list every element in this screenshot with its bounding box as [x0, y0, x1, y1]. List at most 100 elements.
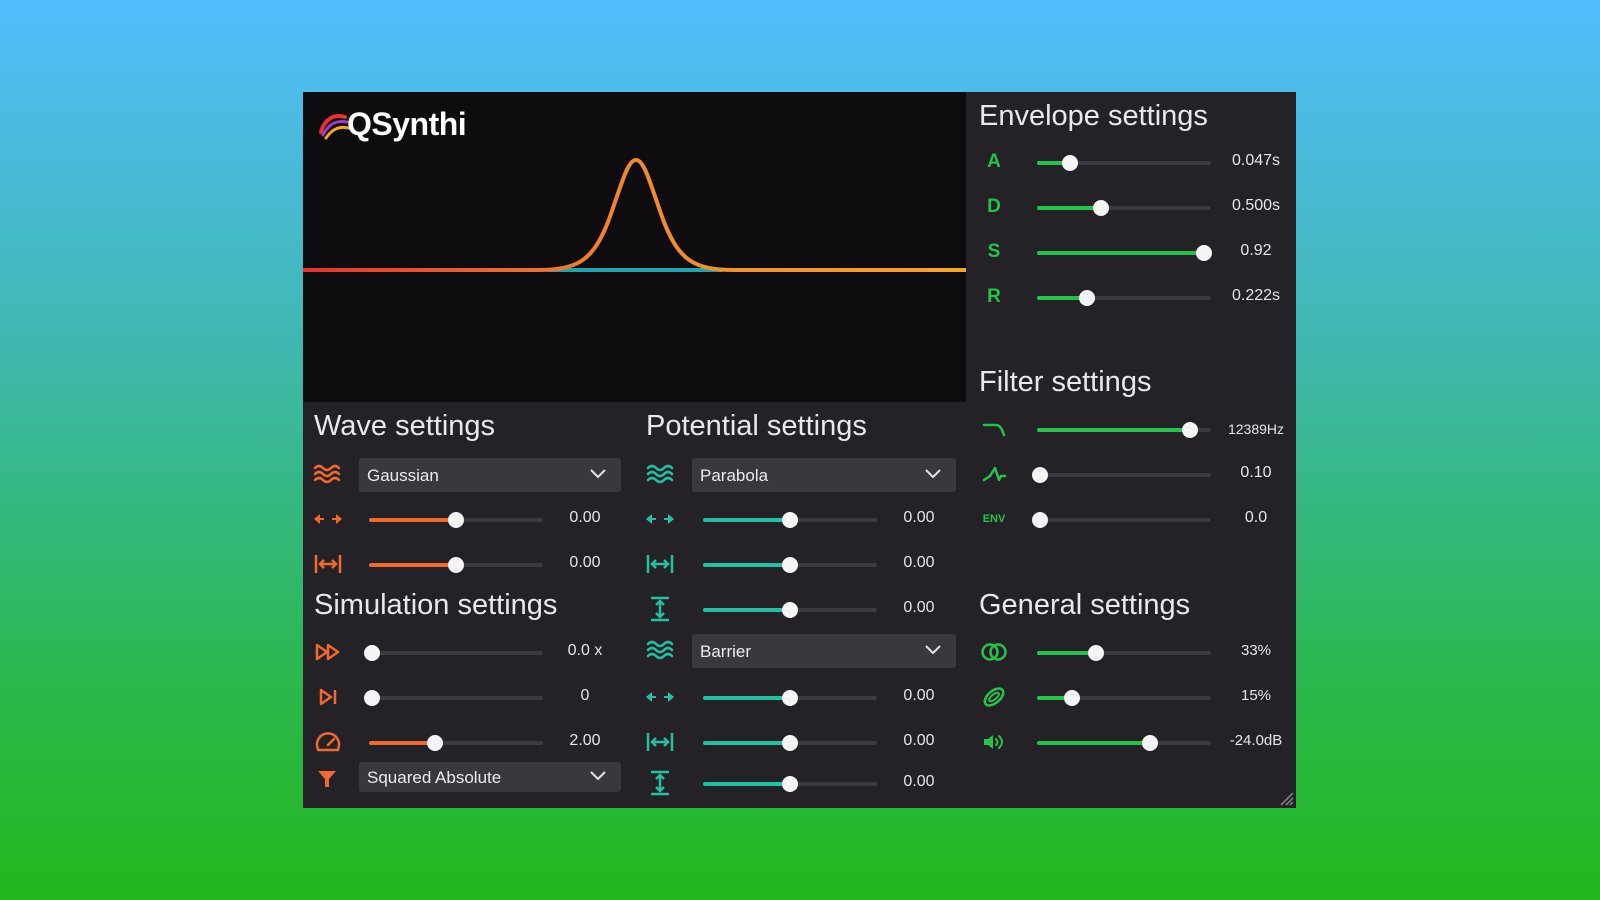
barrier-shift-slider[interactable]	[703, 690, 877, 706]
release-slider-thumb[interactable]	[1079, 290, 1096, 306]
barrier-height-slider[interactable]	[703, 776, 877, 792]
chevron-down-icon	[925, 645, 941, 655]
resonance-slider-thumb[interactable]	[1032, 467, 1049, 483]
sim-speed-value: 0.0 x	[567, 642, 603, 659]
sustain-slider-thumb[interactable]	[1196, 245, 1213, 261]
width-icon	[313, 552, 343, 576]
sim-step-slider[interactable]	[364, 690, 543, 706]
decay-value: 0.500s	[1231, 197, 1281, 214]
wave-shift-slider-thumb[interactable]	[448, 512, 464, 528]
wave-settings-title: Wave settings	[314, 410, 496, 442]
volume-slider[interactable]	[1037, 735, 1211, 751]
env-amount-slider-thumb[interactable]	[1032, 512, 1049, 528]
output-mode-dropdown[interactable]: Squared Absolute	[359, 762, 621, 792]
sim-rate-slider-thumb[interactable]	[427, 735, 444, 751]
chevron-down-icon	[590, 771, 606, 781]
cutoff-slider[interactable]	[1037, 422, 1211, 438]
decay-slider[interactable]	[1037, 200, 1211, 216]
filter-cutoff-row: 12389Hz	[979, 409, 1289, 449]
release-slider[interactable]	[1037, 290, 1211, 306]
chevron-down-icon	[590, 469, 606, 479]
envelope-decay-row: D 0.500s	[979, 187, 1289, 227]
lowpass-filter-icon	[979, 417, 1009, 441]
release-value: 0.222s	[1231, 287, 1281, 304]
wave-shift-value: 0.00	[569, 509, 601, 526]
reverb-slider[interactable]	[1037, 690, 1211, 706]
sim-rate-row: 2.00	[313, 722, 623, 762]
attack-slider[interactable]	[1037, 155, 1211, 171]
potential-shift-slider-thumb[interactable]	[782, 512, 798, 528]
shift-icon	[645, 685, 675, 709]
wave-width-row: 0.00	[313, 544, 623, 584]
attack-label: A	[987, 151, 1001, 172]
decay-slider-thumb[interactable]	[1093, 200, 1110, 216]
stereo-width-slider[interactable]	[1037, 645, 1211, 661]
potential-width-slider-thumb[interactable]	[782, 557, 798, 573]
wave-shape-dropdown[interactable]: Gaussian	[359, 458, 621, 492]
general-volume-row: -24.0dB	[979, 722, 1289, 762]
potential-shape-dropdown[interactable]: Parabola	[692, 458, 956, 492]
potential-settings-title: Potential settings	[646, 410, 867, 442]
potential-height-slider-thumb[interactable]	[782, 602, 798, 618]
barrier-width-slider[interactable]	[703, 735, 877, 751]
filter-settings-title: Filter settings	[979, 366, 1152, 398]
envelope-release-row: R 0.222s	[979, 277, 1289, 317]
wave-width-slider[interactable]	[369, 557, 543, 573]
sim-speed-slider[interactable]	[364, 645, 543, 661]
height-icon	[645, 596, 675, 622]
resonance-value: 0.10	[1240, 464, 1272, 481]
potential-shape-value: Parabola	[700, 466, 769, 485]
width-icon	[645, 552, 675, 576]
speedometer-icon	[313, 730, 343, 754]
resonance-slider[interactable]	[1032, 467, 1211, 483]
wave-curve	[303, 157, 966, 272]
potential-shift-slider[interactable]	[703, 512, 877, 528]
env-amount-slider[interactable]	[1032, 512, 1211, 528]
volume-slider-thumb[interactable]	[1142, 735, 1159, 751]
barrier-width-slider-thumb[interactable]	[782, 735, 798, 751]
wave-shape-icon	[312, 460, 342, 488]
sim-speed-slider-thumb[interactable]	[364, 645, 381, 661]
chevron-down-icon	[925, 469, 941, 479]
potential-height-row: 0.00	[645, 589, 965, 629]
output-mode-value: Squared Absolute	[367, 768, 502, 787]
step-icon	[313, 685, 343, 709]
resonance-icon	[979, 462, 1009, 486]
cutoff-value: 12389Hz	[1227, 421, 1285, 437]
wave-shift-slider[interactable]	[369, 512, 543, 528]
potential-height-slider[interactable]	[703, 602, 877, 618]
wave-shape-value: Gaussian	[367, 466, 439, 485]
sim-step-value: 0	[580, 687, 590, 704]
barrier-shift-row: 0.00	[645, 677, 965, 717]
potential-shift-value: 0.00	[903, 509, 935, 526]
simulation-settings-title: Simulation settings	[314, 589, 558, 621]
resize-grip-icon[interactable]	[1278, 790, 1294, 806]
barrier-shape-value: Barrier	[700, 642, 752, 661]
width-icon	[645, 730, 675, 754]
barrier-shape-dropdown[interactable]: Barrier	[692, 634, 956, 668]
barrier-shift-slider-thumb[interactable]	[782, 690, 798, 706]
app-name: QSynthi	[347, 106, 467, 142]
reverb-value: 15%	[1240, 687, 1272, 704]
potential-shape-icon	[645, 460, 675, 488]
sustain-slider[interactable]	[1037, 245, 1213, 261]
wave-width-slider-thumb[interactable]	[448, 557, 464, 573]
env-amount-icon: ENV	[982, 513, 1006, 525]
filter-resonance-row: 0.10	[979, 454, 1289, 494]
potential-width-slider[interactable]	[703, 557, 877, 573]
shift-icon	[313, 507, 343, 531]
attack-value: 0.047s	[1231, 152, 1281, 169]
barrier-height-slider-thumb[interactable]	[782, 776, 798, 792]
attack-slider-thumb[interactable]	[1062, 155, 1079, 171]
sim-step-row: 0	[313, 677, 623, 717]
shift-icon	[645, 507, 675, 531]
stereo-width-value: 33%	[1240, 642, 1272, 659]
cutoff-slider-thumb[interactable]	[1182, 422, 1199, 438]
sim-rate-slider[interactable]	[369, 735, 543, 751]
sustain-label: S	[987, 241, 1001, 262]
sim-step-slider-thumb[interactable]	[364, 690, 381, 706]
potential-width-row: 0.00	[645, 544, 965, 584]
envelope-settings-title: Envelope settings	[979, 100, 1208, 132]
reverb-slider-thumb[interactable]	[1063, 690, 1080, 706]
stereo-width-slider-thumb[interactable]	[1088, 645, 1105, 661]
